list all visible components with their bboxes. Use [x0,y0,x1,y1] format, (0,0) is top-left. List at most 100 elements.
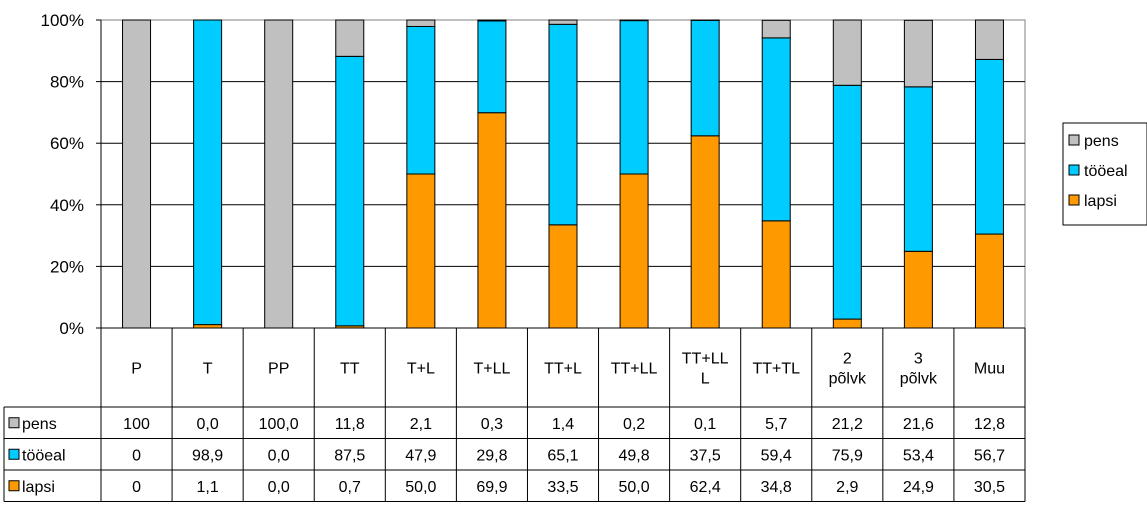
data-label: 34,8 [761,479,792,496]
bar-segment-tooeal [335,55,365,327]
bar-segment-pens [477,19,507,22]
bar-segment-pens [264,19,294,329]
data-label: 30,5 [974,479,1005,496]
bar-segment-lapsi [690,135,720,329]
table-key-tooeal [8,448,20,460]
bar-segment-lapsi [406,173,436,329]
y-axis: 0% 20% 40% 60% 80% 100% [41,11,102,338]
bar-segment-pens [122,19,152,329]
x-category-label: 2 [843,351,852,368]
bar-segment-tooeal [832,84,862,320]
data-label: 53,4 [903,447,934,464]
bar-segment-lapsi [548,224,578,329]
data-label: 75,9 [832,447,863,464]
bar-segment-lapsi [193,324,223,329]
table-series-name: pens [22,416,57,433]
table-key-lapsi [8,480,20,492]
data-label: 65,1 [547,447,578,464]
x-category-label: TT+LL [682,351,729,368]
data-label: 50,0 [619,479,650,496]
data-label: 98,9 [192,447,223,464]
bar-segment-pens [619,19,649,22]
data-label: 21,2 [832,416,863,433]
bar-segment-tooeal [548,23,578,226]
data-label: 50,0 [405,479,436,496]
x-category-label: T+LL [473,361,510,378]
bar-segment-lapsi [903,250,933,329]
data-label: 49,8 [619,447,650,464]
data-label: 100 [123,416,150,433]
legend-key-pens [1068,134,1080,146]
data-label: 37,5 [690,447,721,464]
bar-segment-lapsi [832,318,862,329]
data-label: 11,8 [335,416,365,433]
x-category-label: TT+TL [752,361,800,378]
data-label: 24,9 [903,479,934,496]
bar-segment-pens [548,19,578,25]
data-label: 1,1 [196,479,218,496]
bar-segment-tooeal [690,19,720,137]
table-key-pens [8,417,20,429]
legend-key-tooeal [1068,164,1080,176]
data-label: 0,0 [268,479,290,496]
bar-segment-tooeal [193,19,223,326]
x-category-label: TT [340,361,360,378]
x-category-label: TT+LL [611,361,658,378]
legend-label: pens [1084,133,1119,150]
y-tick-label: 80% [50,73,84,92]
data-label: 0,3 [481,416,503,433]
data-label: 56,7 [974,447,1005,464]
data-label: 100,0 [259,416,299,433]
x-category-label: 3 [914,351,923,368]
data-label: 0,2 [623,416,645,433]
bar-segment-pens [406,19,436,27]
table-series-name: lapsi [22,479,55,496]
bar-segment-pens [832,19,862,86]
data-table: P T PP TT T+L T+LL TT+L TT+LL TT+LL L TT+TL 2 põlvk 3… [3,327,1026,502]
bar-segment-tooeal [619,20,649,175]
data-label: 59,4 [761,447,792,464]
legend-label: tööeal [1084,163,1128,180]
data-label: 33,5 [547,479,578,496]
bar-segment-pens [903,19,933,88]
data-label: 5,7 [765,416,787,433]
bar-segment-lapsi [974,233,1004,329]
bar-segment-lapsi [477,112,507,329]
bar-segment-lapsi [761,220,791,329]
y-tick-label: 0% [59,319,84,338]
bar-segment-tooeal [477,20,507,114]
plot-area [100,19,1026,329]
x-category-label: T+L [407,361,435,378]
data-label: 29,8 [476,447,507,464]
bar-segment-pens [761,19,791,39]
bar-segment-tooeal [974,58,1004,235]
x-category-label: TT+L [544,361,582,378]
data-label: 21,6 [903,416,934,433]
x-category-label: põlvk [900,371,938,388]
y-tick-label: 40% [50,196,84,215]
y-tick-label: 20% [50,257,84,276]
data-label: 0 [132,447,141,464]
legend-label: lapsi [1084,193,1117,210]
x-category-label: P [131,361,142,378]
data-label: 1,4 [552,416,574,433]
table-series-name: tööeal [22,447,66,464]
x-category-label: T [203,361,213,378]
data-label: 2,1 [410,416,432,433]
x-category-label: Muu [974,361,1005,378]
data-label: 12,8 [974,416,1005,433]
x-category-label: põlvk [829,371,867,388]
y-tick-label: 100% [41,11,84,30]
legend-key-lapsi [1068,194,1080,206]
bar-segment-pens [335,19,365,57]
legend: pens tööeal lapsi [1062,122,1147,226]
data-label: 69,9 [476,479,507,496]
bar-segment-pens [974,19,1004,60]
data-label: 2,9 [836,479,858,496]
bar-segment-tooeal [406,25,436,175]
data-label: 0,1 [694,416,716,433]
bar-segment-tooeal [761,37,791,222]
y-tick-label: 60% [50,134,84,153]
x-category-label: PP [268,361,289,378]
